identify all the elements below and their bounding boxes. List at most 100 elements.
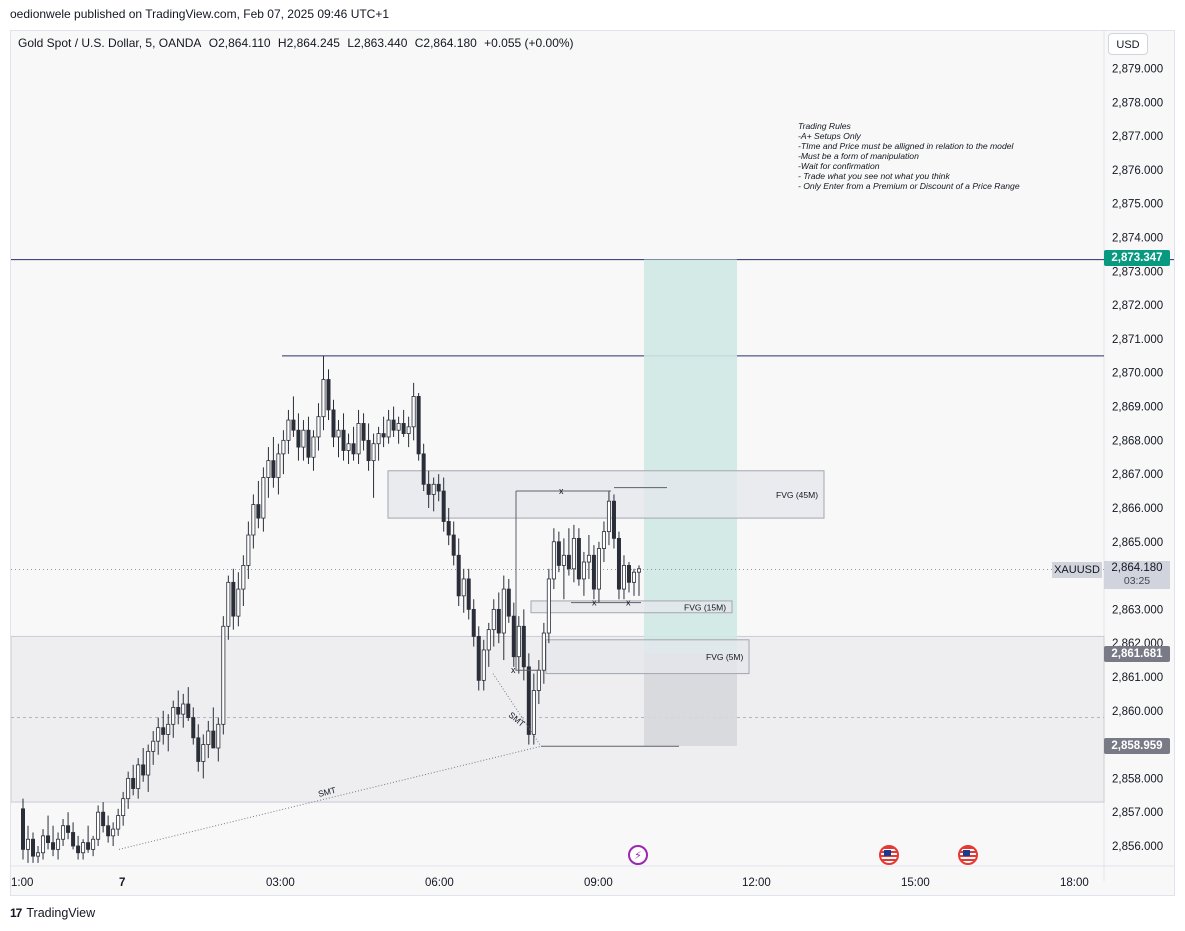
candle-body[interactable] — [36, 852, 41, 857]
candle-body[interactable] — [316, 416, 321, 438]
candle-body[interactable] — [156, 727, 161, 742]
candle-body[interactable] — [191, 717, 196, 739]
candle-body[interactable] — [161, 727, 166, 735]
candle-body[interactable] — [441, 490, 446, 522]
candle-body[interactable] — [596, 548, 601, 590]
candle-body[interactable] — [41, 835, 46, 854]
candle-body[interactable] — [456, 554, 461, 597]
candle-body[interactable] — [371, 443, 376, 462]
candle-body[interactable] — [211, 730, 216, 749]
candle-body[interactable] — [296, 429, 301, 448]
candle-body[interactable] — [466, 578, 471, 610]
candle-body[interactable] — [506, 588, 511, 617]
candle-body[interactable] — [256, 504, 261, 519]
candle-body[interactable] — [216, 723, 221, 749]
candle-body[interactable] — [436, 483, 441, 492]
candle-body[interactable] — [381, 433, 386, 438]
candle-body[interactable] — [591, 554, 596, 590]
candle-body[interactable] — [481, 649, 486, 681]
candle-body[interactable] — [46, 835, 51, 844]
candle-body[interactable] — [181, 703, 186, 715]
candle-body[interactable] — [451, 534, 456, 556]
candle-body[interactable] — [176, 707, 181, 715]
candle-body[interactable] — [336, 429, 341, 438]
candle-body[interactable] — [286, 419, 291, 441]
candle-body[interactable] — [471, 608, 476, 637]
candle-body[interactable] — [351, 443, 356, 455]
candle-body[interactable] — [637, 568, 642, 573]
candle-body[interactable] — [411, 396, 416, 428]
candle-body[interactable] — [476, 636, 481, 681]
price-chart[interactable]: FVG (45M)FVG (15M)FVG (5M)xx xxSMTSMT2,87… — [11, 31, 1175, 896]
candle-body[interactable] — [631, 571, 636, 583]
candle-body[interactable] — [81, 842, 86, 854]
candle-body[interactable] — [71, 832, 76, 847]
candle-body[interactable] — [431, 483, 436, 495]
candle-body[interactable] — [96, 811, 101, 840]
us-flag-event-icon[interactable] — [958, 845, 978, 865]
candle-body[interactable] — [386, 419, 391, 438]
candle-body[interactable] — [621, 565, 626, 590]
candle-body[interactable] — [556, 541, 561, 566]
candle-body[interactable] — [561, 554, 566, 566]
candle-body[interactable] — [281, 439, 286, 455]
candle-body[interactable] — [246, 534, 251, 566]
tradingview-logo[interactable]: 17 TradingView — [10, 906, 95, 920]
candle-body[interactable] — [461, 578, 466, 597]
candle-body[interactable] — [31, 838, 36, 857]
candle-body[interactable] — [491, 608, 496, 631]
candle-body[interactable] — [146, 750, 151, 776]
candle-body[interactable] — [221, 625, 226, 725]
candle-body[interactable] — [141, 764, 146, 776]
candle-body[interactable] — [206, 730, 211, 745]
candle-body[interactable] — [341, 429, 346, 451]
position-target-zone[interactable] — [644, 259, 737, 654]
candle-body[interactable] — [521, 625, 526, 668]
candle-body[interactable] — [501, 588, 506, 634]
candle-body[interactable] — [516, 625, 521, 658]
candle-body[interactable] — [391, 419, 396, 431]
candle-body[interactable] — [261, 477, 266, 519]
candle-body[interactable] — [571, 537, 576, 570]
candle-body[interactable] — [201, 744, 206, 762]
candle-body[interactable] — [446, 521, 451, 536]
candle-body[interactable] — [251, 504, 256, 536]
candle-body[interactable] — [541, 632, 546, 671]
candle-body[interactable] — [226, 581, 231, 627]
candle-body[interactable] — [586, 554, 591, 563]
candle-body[interactable] — [116, 815, 121, 830]
candle-body[interactable] — [131, 777, 136, 789]
candle-body[interactable] — [301, 429, 306, 448]
candle-body[interactable] — [566, 554, 571, 570]
candle-body[interactable] — [106, 825, 111, 837]
us-flag-event-icon[interactable] — [879, 845, 899, 865]
fvg-15m-box[interactable] — [530, 600, 733, 614]
candle-body[interactable] — [321, 379, 326, 418]
candle-body[interactable] — [616, 537, 621, 590]
smt-divergence-line[interactable] — [118, 745, 542, 850]
candle-body[interactable] — [546, 578, 551, 634]
candle-body[interactable] — [611, 500, 616, 539]
candle-body[interactable] — [331, 409, 336, 438]
candle-body[interactable] — [20, 808, 25, 850]
liquidity-line[interactable] — [515, 491, 539, 671]
candle-body[interactable] — [416, 396, 421, 455]
candle-body[interactable] — [241, 565, 246, 590]
candle-body[interactable] — [311, 436, 316, 458]
candle-body[interactable] — [166, 723, 171, 735]
candle-body[interactable] — [51, 842, 56, 850]
candle-body[interactable] — [26, 838, 31, 850]
candle-body[interactable] — [101, 811, 106, 827]
candle-body[interactable] — [276, 453, 281, 478]
candle-body[interactable] — [366, 439, 371, 462]
smt-divergence-line[interactable] — [492, 673, 542, 747]
candle-body[interactable] — [426, 483, 431, 495]
candle-body[interactable] — [581, 561, 586, 580]
candle-body[interactable] — [66, 825, 71, 833]
candle-body[interactable] — [126, 777, 131, 800]
candle-body[interactable] — [266, 460, 271, 478]
symbol-title[interactable]: Gold Spot / U.S. Dollar, 5, OANDA — [18, 36, 202, 50]
candle-body[interactable] — [576, 537, 581, 580]
currency-button[interactable]: USD — [1108, 33, 1148, 55]
candle-body[interactable] — [171, 707, 176, 725]
